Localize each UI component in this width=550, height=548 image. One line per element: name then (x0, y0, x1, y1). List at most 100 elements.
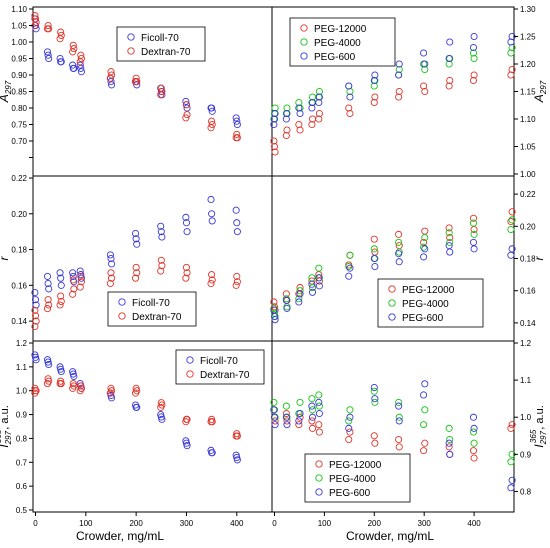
data-point-peg-4000 (445, 424, 453, 432)
data-point-dextran-70 (57, 28, 65, 36)
data-point-peg-600 (296, 409, 304, 418)
legend-marker (315, 474, 323, 482)
data-point-peg-12000 (370, 432, 378, 440)
data-point-ficoll-70 (232, 206, 240, 214)
data-point-dextran-70 (207, 418, 215, 426)
data-point-peg-12000 (371, 93, 379, 101)
data-point-ficoll-70 (233, 117, 241, 125)
data-point-dextran-70 (44, 296, 52, 304)
data-point-ficoll-70 (45, 54, 53, 63)
plot-frame (32, 6, 515, 513)
data-point-dextran-70 (106, 74, 114, 82)
data-point-dextran-70 (31, 389, 39, 397)
data-point-peg-600 (282, 413, 290, 421)
data-point-peg-600 (370, 254, 378, 263)
data-point-ficoll-70 (108, 81, 116, 89)
data-point-peg-4000 (308, 406, 317, 414)
data-point-peg-12000 (315, 115, 323, 123)
y-axis-label-right: I297365, a.u. (529, 405, 548, 448)
data-point-peg-600 (421, 60, 429, 68)
data-point-peg-12000 (445, 443, 453, 451)
data-point-peg-600 (283, 421, 291, 429)
data-point-peg-4000 (507, 458, 515, 466)
legend-label: Dextran-70 (141, 47, 191, 58)
data-point-ficoll-70 (132, 235, 140, 243)
data-point-peg-12000 (370, 235, 378, 243)
data-point-peg-600 (345, 82, 353, 90)
data-point-peg-4000 (315, 391, 323, 399)
data-point-peg-600 (470, 245, 478, 253)
y-tick-label-right: 1.25 (520, 33, 536, 42)
data-point-peg-600 (283, 109, 291, 118)
data-point-peg-600 (270, 406, 278, 414)
data-point-ficoll-70 (208, 107, 216, 115)
data-point-peg-12000 (308, 417, 316, 425)
x-tick-label: 300 (418, 519, 432, 528)
data-point-dextran-70 (157, 403, 165, 411)
data-point-ficoll-70 (32, 356, 40, 364)
legend-marker (300, 52, 308, 60)
data-point-peg-600 (470, 32, 478, 41)
data-point-peg-600 (395, 402, 403, 410)
data-point-peg-12000 (295, 120, 303, 129)
data-point-peg-12000 (271, 417, 279, 425)
data-point-ficoll-70 (107, 254, 115, 263)
data-point-peg-12000 (315, 109, 323, 118)
data-point-peg-600 (295, 298, 303, 306)
data-point-ficoll-70 (43, 48, 52, 56)
data-point-ficoll-70 (77, 68, 85, 76)
data-point-ficoll-70 (233, 228, 241, 236)
y-tick-label-right: 1.00 (520, 170, 536, 179)
data-point-peg-12000 (295, 421, 303, 429)
data-point-peg-600 (470, 424, 478, 432)
data-point-ficoll-70 (133, 403, 141, 411)
data-point-peg-600 (346, 413, 354, 421)
data-point-ficoll-70 (182, 213, 190, 221)
y-axis-label-left: I297365, a.u. (0, 405, 13, 448)
y-tick-label-left: 1.0 (16, 387, 28, 396)
data-point-peg-12000 (296, 126, 304, 134)
data-point-ficoll-70 (157, 228, 165, 236)
data-point-peg-12000 (346, 109, 354, 118)
data-point-peg-600 (271, 316, 279, 324)
y-tick-label-left: 0.22 (11, 174, 27, 183)
data-point-dextran-70 (106, 389, 114, 397)
data-point-ficoll-70 (32, 301, 40, 309)
data-point-peg-600 (271, 421, 279, 429)
data-point-ficoll-70 (233, 120, 241, 129)
data-point-dextran-70 (31, 312, 40, 320)
data-point-dextran-70 (182, 274, 190, 282)
data-point-peg-12000 (508, 421, 516, 429)
data-point-peg-12000 (395, 93, 403, 101)
data-point-peg-600 (270, 120, 278, 129)
data-point-peg-4000 (370, 245, 378, 253)
data-point-peg-600 (270, 312, 279, 321)
data-point-peg-600 (283, 304, 291, 312)
data-point-dextran-70 (56, 380, 64, 388)
data-point-peg-12000 (283, 417, 291, 425)
data-point-dextran-70 (131, 389, 140, 397)
data-point-dextran-70 (132, 74, 140, 82)
data-point-peg-600 (420, 391, 428, 399)
data-point-dextran-70 (208, 120, 216, 129)
data-point-peg-12000 (507, 71, 515, 79)
data-point-dextran-70 (131, 78, 140, 86)
data-point-ficoll-70 (208, 104, 216, 112)
data-point-peg-12000 (507, 424, 515, 432)
legend-label: PEG-600 (314, 52, 356, 63)
data-point-ficoll-70 (76, 267, 84, 275)
y-tick-label-left: 0.85 (11, 88, 27, 97)
x-tick-label: 400 (230, 519, 244, 528)
y-tick-label-right: 1.10 (520, 115, 536, 124)
legend-label: PEG-4000 (329, 474, 376, 485)
legend-marker (118, 312, 126, 320)
data-point-peg-12000 (508, 208, 516, 216)
legend-label: PEG-12000 (329, 460, 382, 471)
data-point-peg-4000 (446, 238, 454, 246)
data-point-ficoll-70 (207, 195, 215, 204)
data-point-dextran-70 (183, 111, 191, 119)
data-point-peg-12000 (308, 120, 316, 129)
data-point-peg-600 (345, 272, 353, 280)
data-point-dextran-70 (233, 272, 241, 280)
y-tick-label-right: 0.8 (520, 487, 532, 496)
